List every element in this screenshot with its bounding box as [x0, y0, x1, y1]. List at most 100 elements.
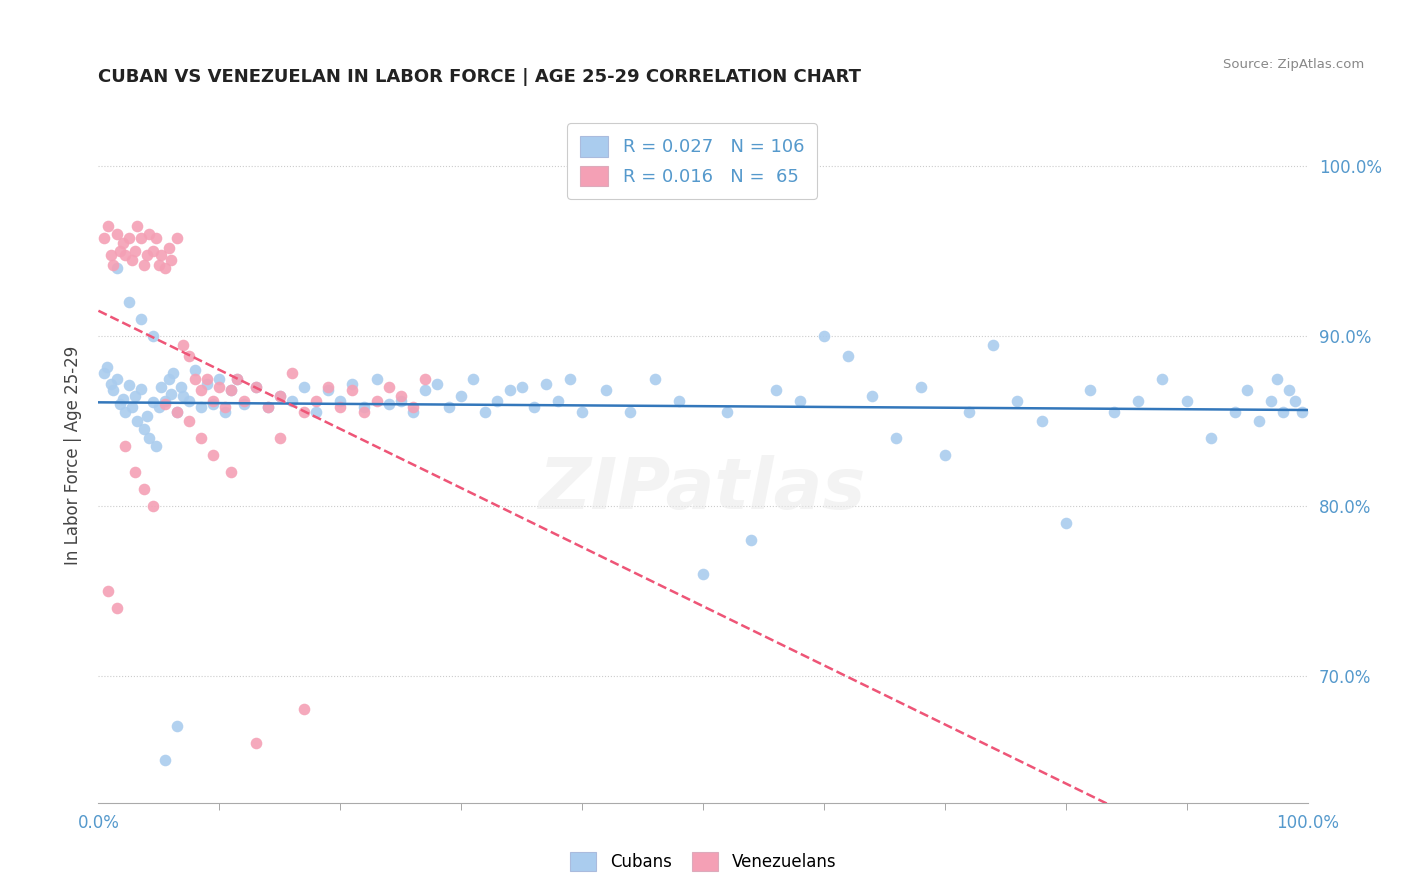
Text: ZIPatlas: ZIPatlas [540, 455, 866, 524]
Point [114, 405, 136, 419]
Point [1260, 393, 1282, 408]
Point [1054, 516, 1077, 530]
Point [166, 405, 188, 419]
Point [463, 371, 485, 385]
Point [1278, 384, 1301, 398]
Point [208, 371, 231, 385]
Point [837, 350, 859, 364]
Point [101, 384, 124, 398]
Point [166, 230, 188, 244]
Point [190, 384, 212, 398]
Point [1152, 371, 1174, 385]
Point [692, 566, 714, 581]
Point [166, 405, 188, 419]
Point [437, 401, 460, 415]
Point [150, 248, 173, 262]
Point [157, 371, 180, 385]
Legend: Cubans, Venezuelans: Cubans, Venezuelans [561, 843, 845, 880]
Point [232, 393, 254, 408]
Point [148, 401, 170, 415]
Point [105, 261, 128, 276]
Point [329, 401, 352, 415]
Point [105, 600, 128, 615]
Point [134, 258, 156, 272]
Point [316, 380, 339, 394]
Point [96, 359, 118, 374]
Point [256, 401, 278, 415]
Point [389, 393, 412, 408]
Point [1249, 414, 1271, 428]
Point [93, 230, 115, 244]
Point [957, 405, 980, 419]
Point [426, 376, 449, 391]
Point [1031, 414, 1053, 428]
Point [450, 388, 472, 402]
Point [145, 230, 167, 244]
Point [150, 380, 173, 394]
Point [111, 392, 134, 406]
Point [342, 384, 364, 398]
Point [1175, 393, 1198, 408]
Point [644, 371, 666, 385]
Point [1128, 393, 1150, 408]
Point [179, 350, 201, 364]
Point [1102, 405, 1125, 419]
Point [245, 380, 267, 394]
Point [1199, 431, 1222, 445]
Point [316, 384, 339, 398]
Point [934, 448, 956, 462]
Point [138, 431, 160, 445]
Point [571, 405, 593, 419]
Point [366, 393, 388, 408]
Point [256, 401, 278, 415]
Point [305, 405, 328, 419]
Point [910, 380, 932, 394]
Point [97, 583, 120, 598]
Point [226, 371, 249, 385]
Point [523, 401, 546, 415]
Point [214, 401, 236, 415]
Point [208, 380, 231, 394]
Point [860, 388, 883, 402]
Point [214, 405, 236, 419]
Point [145, 439, 167, 453]
Point [134, 422, 156, 436]
Point [157, 241, 180, 255]
Point [121, 401, 143, 415]
Point [1236, 384, 1258, 398]
Point [740, 533, 762, 547]
Point [138, 227, 160, 242]
Point [101, 258, 124, 272]
Point [166, 719, 188, 733]
Point [342, 376, 364, 391]
Point [716, 405, 738, 419]
Point [498, 384, 520, 398]
Point [245, 736, 267, 750]
Point [142, 499, 165, 513]
Text: CUBAN VS VENEZUELAN IN LABOR FORCE | AGE 25-29 CORRELATION CHART: CUBAN VS VENEZUELAN IN LABOR FORCE | AGE… [98, 68, 862, 86]
Point [474, 405, 496, 419]
Point [413, 384, 436, 398]
Point [765, 384, 787, 398]
Point [221, 384, 243, 398]
Point [245, 380, 267, 394]
Point [377, 380, 399, 394]
Point [124, 388, 146, 402]
Point [1223, 405, 1246, 419]
Point [127, 414, 149, 428]
Point [179, 393, 201, 408]
Point [292, 702, 315, 716]
Point [813, 329, 835, 343]
Point [153, 261, 176, 276]
Point [195, 376, 218, 391]
Point [135, 409, 157, 423]
Point [353, 401, 375, 415]
Point [142, 329, 165, 343]
Point [202, 448, 225, 462]
Point [1291, 405, 1313, 419]
Point [118, 230, 141, 244]
Point [127, 219, 149, 233]
Point [124, 244, 146, 259]
Point [129, 312, 152, 326]
Point [184, 371, 207, 385]
